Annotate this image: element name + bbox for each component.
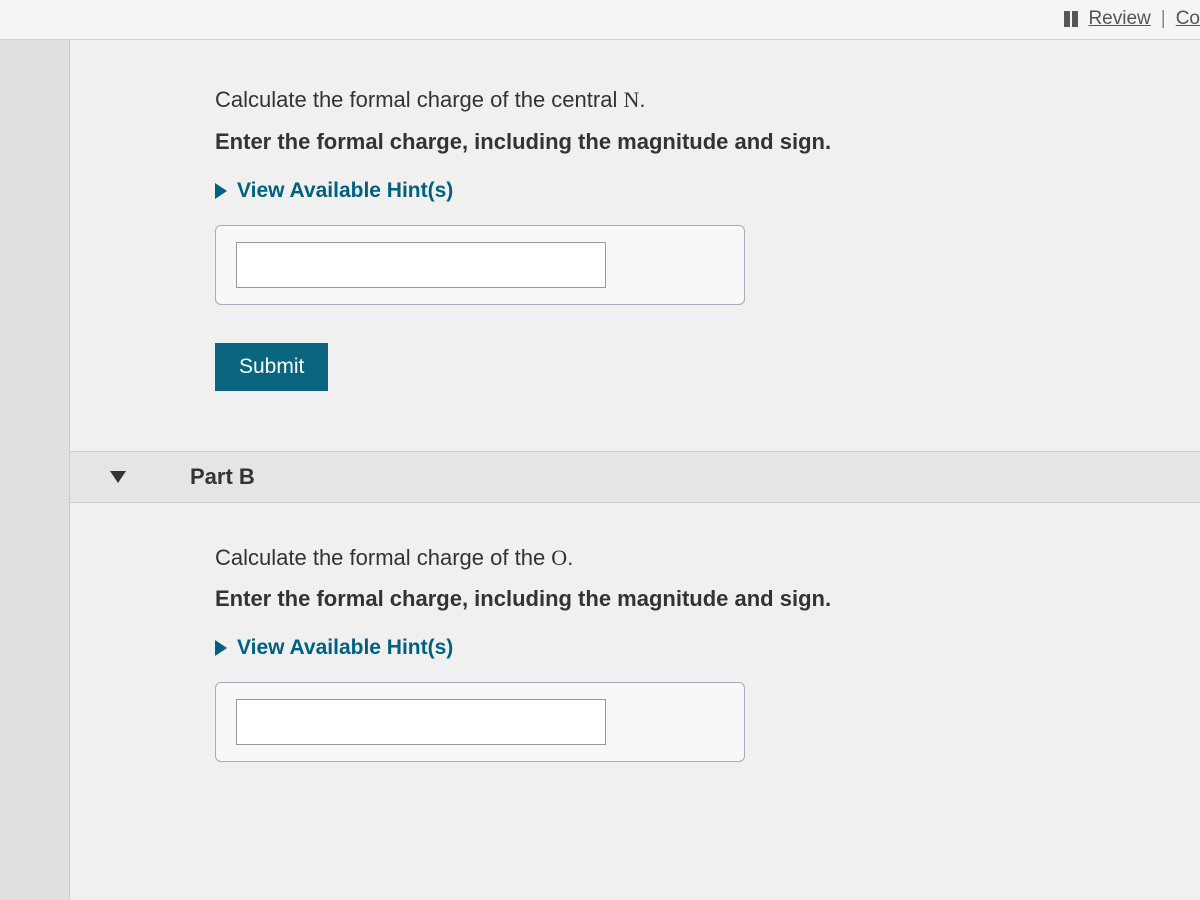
review-link[interactable]: Review <box>1088 8 1150 30</box>
page-container: Review | Co Calculate the formal charge … <box>0 0 1200 900</box>
part-a-instruction: Enter the formal charge, including the m… <box>215 129 1150 155</box>
prompt-suffix: . <box>639 87 645 112</box>
part-b-section: Part B Calculate the formal charge of th… <box>70 451 1200 763</box>
prompt-prefix-b: Calculate the formal charge of the <box>215 545 551 570</box>
constants-link[interactable]: Co <box>1176 8 1200 30</box>
part-b-hints-toggle[interactable]: View Available Hint(s) <box>215 636 1150 660</box>
part-b-input[interactable] <box>236 699 606 745</box>
part-a-answer-box <box>215 225 745 305</box>
part-b-title: Part B <box>190 464 255 490</box>
link-separator: | <box>1161 8 1166 30</box>
part-b-prompt: Calculate the formal charge of the O. <box>215 543 1150 573</box>
pause-icon <box>1064 11 1078 27</box>
top-links: Review | Co <box>1064 8 1200 30</box>
top-bar: Review | Co <box>0 0 1200 40</box>
part-a-section: Calculate the formal charge of the centr… <box>70 85 1200 391</box>
chevron-down-icon <box>110 471 126 483</box>
part-a-prompt: Calculate the formal charge of the centr… <box>215 85 1150 115</box>
part-b-instruction: Enter the formal charge, including the m… <box>215 586 1150 612</box>
part-a-input[interactable] <box>236 242 606 288</box>
atom-n: N <box>623 87 639 112</box>
part-b-header[interactable]: Part B <box>70 451 1200 503</box>
chevron-right-icon <box>215 640 227 656</box>
hints-label-b: View Available Hint(s) <box>237 636 453 660</box>
part-a-hints-toggle[interactable]: View Available Hint(s) <box>215 179 1150 203</box>
chevron-right-icon <box>215 183 227 199</box>
prompt-suffix-b: . <box>567 545 573 570</box>
left-gutter <box>0 0 70 900</box>
submit-button[interactable]: Submit <box>215 343 328 391</box>
content-area: Calculate the formal charge of the centr… <box>70 40 1200 900</box>
hints-label: View Available Hint(s) <box>237 179 453 203</box>
part-b-answer-box <box>215 682 745 762</box>
prompt-prefix: Calculate the formal charge of the centr… <box>215 87 623 112</box>
atom-o: O <box>551 545 567 570</box>
